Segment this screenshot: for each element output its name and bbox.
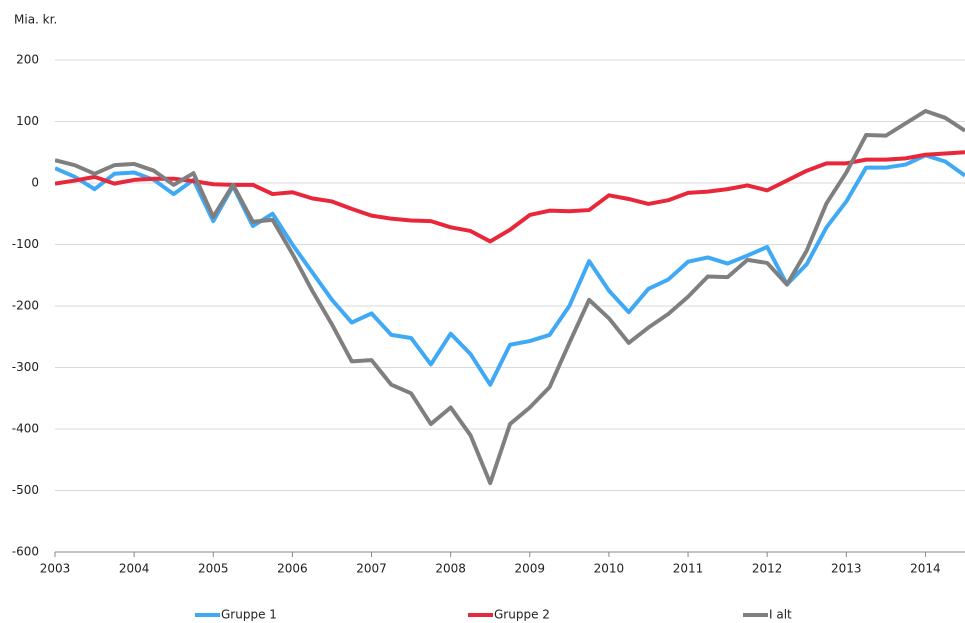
x-tick-label: 2009 xyxy=(515,562,546,576)
x-tick-label: 2003 xyxy=(40,562,71,576)
y-tick-label: -400 xyxy=(12,422,39,436)
x-tick-label: 2006 xyxy=(277,562,308,576)
series-line xyxy=(55,150,965,244)
y-tick-label: -500 xyxy=(12,483,39,497)
legend-label: I alt xyxy=(769,608,792,622)
x-tick-label: 2012 xyxy=(752,562,783,576)
y-tick-label: -200 xyxy=(12,299,39,313)
y-tick-label: -100 xyxy=(12,237,39,251)
y-tick-label: -300 xyxy=(12,360,39,374)
x-tick-label: 2007 xyxy=(356,562,387,576)
x-tick-label: 2005 xyxy=(198,562,229,576)
legend-label: Gruppe 1 xyxy=(221,608,277,622)
series-line xyxy=(55,153,965,387)
x-tick-label: 2014 xyxy=(910,562,941,576)
y-tick-label: -600 xyxy=(12,545,39,559)
x-tick-label: 2004 xyxy=(119,562,150,576)
y-tick-label: 200 xyxy=(16,53,39,67)
series-line xyxy=(55,109,965,486)
legend-label: Gruppe 2 xyxy=(494,608,550,622)
x-tick-label: 2010 xyxy=(594,562,625,576)
y-tick-label: 100 xyxy=(16,114,39,128)
x-tick-label: 2013 xyxy=(831,562,862,576)
x-tick-label: 2008 xyxy=(435,562,466,576)
x-tick-label: 2011 xyxy=(673,562,704,576)
y-unit-label: Mia. kr. xyxy=(14,13,57,27)
y-tick-label: 0 xyxy=(31,176,39,190)
